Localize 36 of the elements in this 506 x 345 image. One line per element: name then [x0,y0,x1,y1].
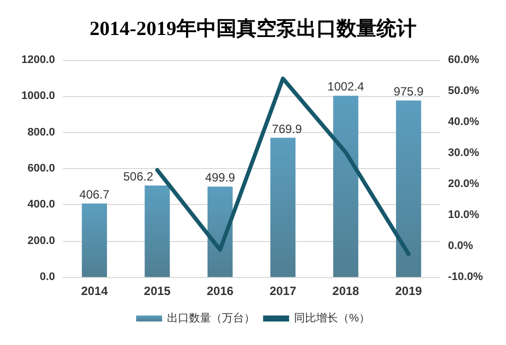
y2-tick-label: 40.0% [448,116,480,128]
data-label: 1002.4 [327,80,364,94]
y-tick-label: 200.0 [27,234,55,247]
x-tick-label: 2016 [206,284,234,298]
bar [82,203,107,277]
x-tick-label: 2018 [332,284,360,298]
legend-label: 出口数量（万台） [167,312,256,324]
x-tick-label: 2019 [395,284,422,298]
y-tick-label: 800.0 [27,126,55,138]
chart-title: 2014-2019年中国真空泵出口数量统计 [90,17,416,40]
data-label: 769.9 [272,122,302,136]
data-label: 506.2 [123,169,154,184]
y2-tick-label: 60.0% [448,54,480,66]
bar [208,186,233,277]
bar [333,96,358,277]
data-label: 499.9 [205,170,236,185]
y2-tick-label: 30.0% [448,147,480,159]
x-tick-label: 2014 [81,284,108,298]
y-tick-label: 600.0 [27,162,55,174]
bar [144,185,170,277]
y2-tick-label: -10.0% [448,271,484,283]
y-tick-label: 1000.0 [21,90,55,102]
x-tick-label: 2015 [144,284,171,298]
y2-tick-label: 0.0% [448,240,474,252]
bar [270,138,296,277]
bar [396,100,422,277]
x-tick-label: 2017 [270,284,297,298]
legend-label: 同比增长（%） [294,312,370,324]
y2-tick-label: 20.0% [448,178,480,190]
y-tick-label: 1200.0 [21,54,55,66]
y2-tick-label: 50.0% [448,85,480,97]
y2-tick-label: 10.0% [448,209,480,221]
y-tick-label: 400.0 [27,198,55,211]
y-tick-label: 0.0 [40,271,55,283]
data-label: 975.9 [394,84,424,99]
data-label: 406.7 [79,187,110,202]
